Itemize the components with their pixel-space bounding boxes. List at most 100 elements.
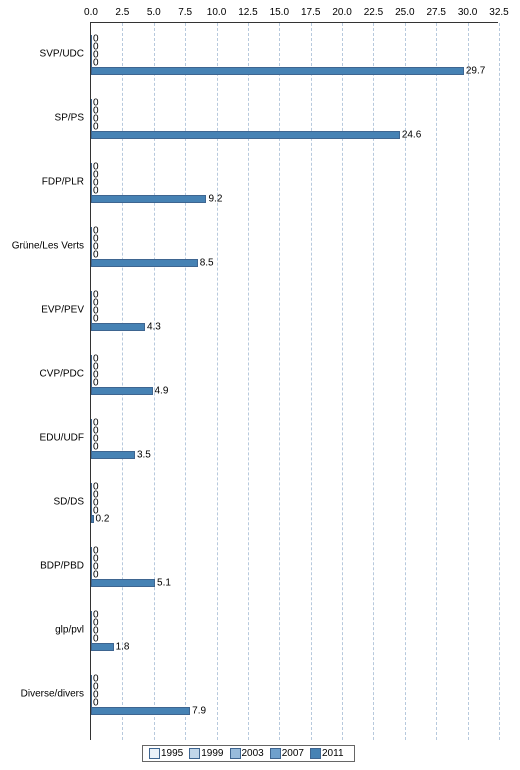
x-tick-label: 15.0 (270, 7, 289, 18)
bar-value-label: 9.2 (208, 194, 222, 205)
category-label: CVP/PDC (0, 369, 84, 380)
category-label: SVP/UDC (0, 49, 84, 60)
x-tick-label: 5.0 (147, 7, 161, 18)
x-tick-label: 20.0 (332, 7, 351, 18)
legend-label: 2003 (242, 748, 264, 759)
bar (91, 683, 92, 691)
gridline (436, 23, 437, 740)
bar (91, 131, 400, 139)
bar (91, 251, 92, 259)
bar (91, 35, 92, 43)
bar (91, 491, 92, 499)
bar (91, 195, 206, 203)
x-tick-label: 25.0 (395, 7, 414, 18)
bar (91, 611, 92, 619)
bar (91, 227, 92, 235)
legend-item: 2011 (310, 748, 344, 759)
bar (91, 371, 92, 379)
bar (91, 619, 92, 627)
bar (91, 107, 92, 115)
bar (91, 307, 92, 315)
bar (91, 699, 92, 707)
bar-value-label: 4.3 (147, 322, 161, 333)
bar (91, 419, 92, 427)
x-tick-label: 0.0 (84, 7, 98, 18)
bar (91, 51, 92, 59)
x-tick-label: 10.0 (207, 7, 226, 18)
plot-area: 0.02.55.07.510.012.515.017.520.022.525.0… (90, 22, 498, 740)
legend-item: 2003 (230, 748, 264, 759)
bar-value-label: 8.5 (200, 258, 214, 269)
category-label: glp/pvl (0, 625, 84, 636)
bar (91, 435, 92, 443)
bar (91, 483, 92, 491)
bar (91, 291, 92, 299)
x-tick-label: 2.5 (115, 7, 129, 18)
category-label: BDP/PBD (0, 561, 84, 572)
legend-swatch (270, 748, 281, 759)
bar (91, 515, 94, 523)
bar (91, 547, 92, 555)
bar (91, 259, 198, 267)
gridline (499, 23, 500, 740)
bar (91, 427, 92, 435)
bar (91, 507, 92, 515)
bar (91, 563, 92, 571)
x-tick-label: 12.5 (238, 7, 257, 18)
legend-label: 1999 (201, 748, 223, 759)
bar (91, 379, 92, 387)
bar (91, 387, 153, 395)
bar (91, 243, 92, 251)
gridline (468, 23, 469, 740)
legend-swatch (230, 748, 241, 759)
legend-label: 1995 (161, 748, 183, 759)
bar (91, 171, 92, 179)
category-label: SP/PS (0, 113, 84, 124)
chart-container: 0.0 2.5 5.0 7.5 10.0 12.5 15.0 17.5 20.0 22.5 25.0… (0, 0, 520, 770)
bar (91, 675, 92, 683)
legend-item: 1999 (189, 748, 223, 759)
x-tick-label: 17.5 (301, 7, 320, 18)
x-tick-label: 7.5 (178, 7, 192, 18)
category-label: Diverse/divers (0, 689, 84, 700)
bar-value-label: 7.9 (192, 706, 206, 717)
bar (91, 443, 92, 451)
legend-swatch (310, 748, 321, 759)
category-label: SD/DS (0, 497, 84, 508)
category-label: Grüne/Les Verts (0, 241, 84, 252)
bar-value-label: 5.1 (157, 578, 171, 589)
bar (91, 299, 92, 307)
bar-value-label: 29.7 (466, 66, 485, 77)
x-tick-label: 32.5 (489, 7, 508, 18)
bar-value-label: 4.9 (155, 386, 169, 397)
bar (91, 451, 135, 459)
legend: 1995 1999 2003 2007 2011 (142, 745, 355, 762)
legend-swatch (149, 748, 160, 759)
bar-value-label: 3.5 (137, 450, 151, 461)
bar (91, 579, 155, 587)
bar (91, 691, 92, 699)
category-label: FDP/PLR (0, 177, 84, 188)
legend-swatch (189, 748, 200, 759)
bar (91, 187, 92, 195)
legend-label: 2007 (282, 748, 304, 759)
bar-value-label: 1.8 (116, 642, 130, 653)
bar (91, 179, 92, 187)
bar (91, 499, 92, 507)
bar (91, 363, 92, 371)
bar (91, 99, 92, 107)
bar (91, 323, 145, 331)
bar (91, 163, 92, 171)
category-label: EDU/UDF (0, 433, 84, 444)
bar-value-label: 24.6 (402, 130, 421, 141)
bar (91, 643, 114, 651)
bar (91, 59, 92, 67)
bar-value-label: 0.2 (96, 514, 110, 525)
bar (91, 43, 92, 51)
x-tick-label: 22.5 (364, 7, 383, 18)
bar (91, 555, 92, 563)
bar (91, 571, 92, 579)
bar (91, 627, 92, 635)
bar (91, 123, 92, 131)
bar (91, 635, 92, 643)
